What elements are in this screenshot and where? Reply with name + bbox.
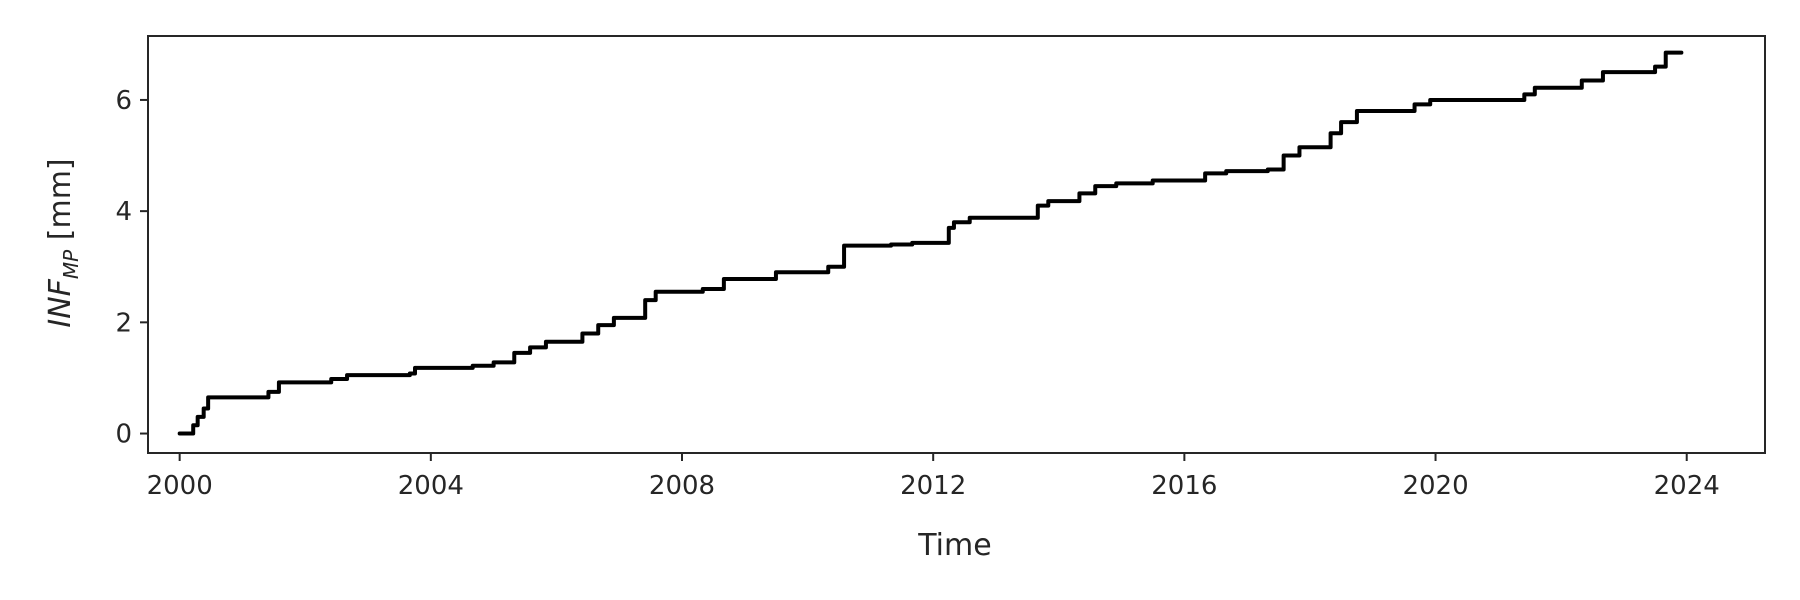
x-tick-label-2008: 2008 <box>649 471 715 501</box>
y-tick-label-4: 4 <box>115 197 132 227</box>
x-axis-title: Time <box>917 528 991 563</box>
x-tick-label-2004: 2004 <box>398 471 464 501</box>
y-axis-title-unit: [mm] <box>43 158 78 249</box>
y-axis-title: INFMP [mm] <box>43 158 83 327</box>
x-tick-label-2000: 2000 <box>147 471 213 501</box>
y-tick-label-2: 2 <box>115 308 132 338</box>
x-tick-label-2024: 2024 <box>1654 471 1720 501</box>
x-tick-label-2016: 2016 <box>1151 471 1217 501</box>
y-axis-title-subscript: MP <box>59 249 83 279</box>
y-axis: 0 2 4 6 <box>115 86 148 450</box>
series-line-0 <box>177 50 1684 436</box>
x-tick-label-2020: 2020 <box>1402 471 1468 501</box>
y-tick-label-6: 6 <box>115 86 132 116</box>
y-axis-title-main: INF <box>43 278 78 327</box>
y-tick-label-0: 0 <box>115 420 132 450</box>
x-axis: 2000 2004 2008 2012 2016 2020 2024 <box>147 453 1720 501</box>
plot-area <box>147 35 1766 454</box>
plot-frame <box>147 35 1766 454</box>
x-tick-label-2012: 2012 <box>900 471 966 501</box>
